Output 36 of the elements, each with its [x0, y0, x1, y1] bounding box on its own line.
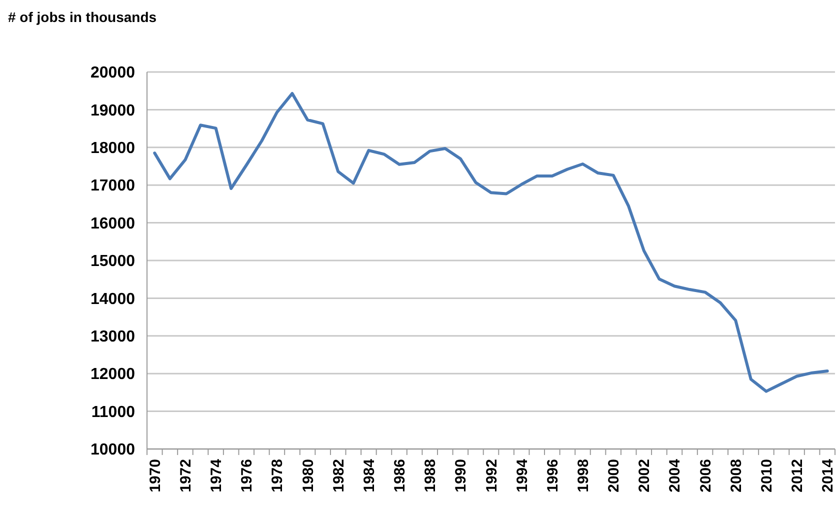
y-tick-label: 14000: [90, 290, 136, 308]
x-tick-label: 1996: [544, 459, 562, 492]
x-tick-label: 2014: [820, 458, 837, 492]
x-tick-label: 2006: [697, 459, 714, 492]
x-tick-label: 2010: [758, 459, 776, 492]
y-tick-label: 16000: [90, 215, 136, 232]
x-tick-label: 1982: [330, 459, 348, 492]
x-tick-label: 2012: [789, 459, 806, 492]
y-tick-label: 11000: [91, 404, 136, 421]
x-tick-label: 1978: [269, 459, 286, 492]
x-tick-label: 1974: [208, 458, 226, 492]
y-tick-label: 19000: [90, 102, 136, 120]
y-tick-label: 17000: [90, 178, 136, 195]
chart-title: # of jobs in thousands: [8, 9, 157, 25]
x-tick-label: 1970: [146, 459, 164, 492]
line-series: [153, 92, 829, 393]
x-tick-label: 1992: [483, 459, 500, 492]
x-tick-label: 2002: [636, 459, 654, 492]
x-tick-label: 1988: [422, 459, 440, 492]
x-tick-label: 2000: [606, 459, 623, 492]
x-tick-label: 1976: [238, 459, 256, 492]
x-tick-label: 1986: [392, 459, 409, 492]
x-tick-label: 2004: [666, 458, 684, 492]
x-tick-label: 1984: [360, 458, 378, 492]
y-tick-label: 15000: [90, 253, 136, 270]
y-tick-label: 20000: [90, 64, 136, 82]
y-tick-label: 18000: [90, 140, 136, 157]
y-tick-label: 13000: [90, 328, 136, 346]
x-tick-label: 1998: [574, 459, 592, 492]
x-tick-label: 1980: [300, 459, 317, 492]
x-tick-label: 1994: [514, 458, 531, 492]
x-tick-label: 1990: [452, 459, 470, 492]
x-tick-label: 1972: [177, 459, 194, 492]
y-tick-label: 10000: [90, 442, 136, 459]
x-tick-label: 2008: [728, 459, 745, 492]
y-tick-label: 12000: [90, 366, 136, 384]
